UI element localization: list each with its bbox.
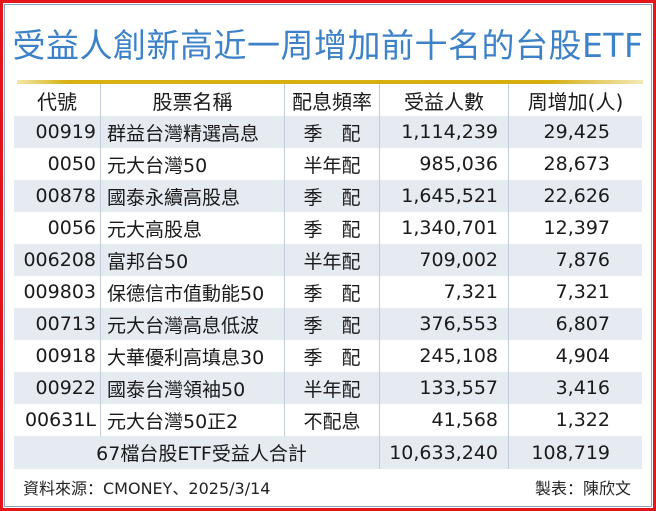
cell-code: 00631L (24, 409, 96, 431)
cell-increase: 4,904 (508, 340, 642, 372)
cell-code: 0056 (47, 217, 96, 239)
etf-table: 代號 股票名稱 配息頻率 受益人數 周增加(人) 00919 群益台灣精選高息 … (14, 84, 642, 469)
table-row: 009803 保德信市值動能50 季 配 7,321 7,321 (14, 276, 642, 308)
table-row: 006208 富邦台50 半年配 709,002 7,876 (14, 244, 642, 276)
cell-code: 0050 (47, 153, 96, 175)
cell-name: 元大台灣高息低波 (100, 308, 285, 340)
cell-holders: 985,036 (379, 148, 509, 180)
inner-border (4, 4, 652, 507)
cell-frequency: 季 配 (284, 276, 380, 308)
cell-name: 富邦台50 (100, 244, 285, 276)
page-title: 受益人創新高近一周增加前十名的台股ETF (12, 26, 644, 65)
table-row: 0050 元大台灣50 半年配 985,036 28,673 (14, 148, 642, 180)
cell-increase: 7,321 (508, 276, 642, 308)
table-row: 00878 國泰永續高股息 季 配 1,645,521 22,626 (14, 180, 642, 212)
total-row: 67檔台股ETF受益人合計 10,633,240 108,719 (14, 436, 642, 469)
cell-frequency: 半年配 (284, 148, 380, 180)
cell-code: 009803 (23, 281, 96, 303)
cell-increase: 28,673 (508, 148, 642, 180)
cell-frequency: 不配息 (284, 404, 380, 436)
table-row: 00631L 元大台灣50正2 不配息 41,568 1,322 (14, 404, 642, 436)
cell-code: 006208 (14, 244, 101, 276)
cell-name: 國泰台灣領袖50 (100, 372, 285, 404)
cell-holders: 1,645,521 (379, 180, 509, 212)
table-row: 00919 群益台灣精選高息 季 配 1,114,239 29,425 (14, 116, 642, 148)
table-row: 0056 元大高股息 季 配 1,340,701 12,397 (14, 212, 642, 244)
cell-name: 元大台灣50正2 (100, 404, 285, 436)
cell-frequency: 季 配 (284, 308, 380, 340)
cell-holders: 1,114,239 (379, 116, 509, 148)
cell-increase: 3,416 (508, 372, 642, 404)
header-frequency: 配息頻率 (284, 84, 380, 116)
header-holders: 受益人數 (379, 84, 509, 116)
cell-frequency: 季 配 (284, 116, 380, 148)
cell-name: 元大高股息 (100, 212, 285, 244)
cell-name: 元大台灣50 (100, 148, 285, 180)
cell-name: 群益台灣精選高息 (100, 116, 285, 148)
cell-code: 00713 (14, 308, 101, 340)
table-row: 00922 國泰台灣領袖50 半年配 133,557 3,416 (14, 372, 642, 404)
header-code: 代號 (37, 89, 77, 114)
table-row: 00918 大華優利高填息30 季 配 245,108 4,904 (14, 340, 642, 372)
cell-holders: 133,557 (379, 372, 509, 404)
cell-code: 00922 (14, 372, 101, 404)
header-increase: 周增加(人) (508, 84, 642, 116)
cell-increase: 12,397 (508, 212, 642, 244)
cell-code: 00878 (14, 180, 101, 212)
cell-frequency: 半年配 (284, 244, 380, 276)
total-holders: 10,633,240 (379, 436, 509, 469)
cell-holders: 376,553 (379, 308, 509, 340)
header-name: 股票名稱 (100, 84, 285, 116)
title-divider (17, 80, 643, 84)
cell-name: 大華優利高填息30 (100, 340, 285, 372)
cell-holders: 709,002 (379, 244, 509, 276)
cell-frequency: 季 配 (284, 340, 380, 372)
table-row: 00713 元大台灣高息低波 季 配 376,553 6,807 (14, 308, 642, 340)
author-credit: 製表：陳欣文 (534, 479, 631, 498)
cell-increase: 29,425 (508, 116, 642, 148)
cell-increase: 6,807 (508, 308, 642, 340)
cell-increase: 1,322 (508, 404, 642, 436)
cell-frequency: 季 配 (284, 212, 380, 244)
cell-code: 00918 (35, 345, 96, 367)
total-label: 67檔台股ETF受益人合計 (14, 436, 380, 469)
cell-increase: 22,626 (508, 180, 642, 212)
table-header-row: 代號 股票名稱 配息頻率 受益人數 周增加(人) (14, 84, 642, 116)
cell-holders: 1,340,701 (379, 212, 509, 244)
cell-holders: 7,321 (379, 276, 509, 308)
cell-name: 保德信市值動能50 (100, 276, 285, 308)
cell-holders: 245,108 (379, 340, 509, 372)
cell-frequency: 半年配 (284, 372, 380, 404)
cell-increase: 7,876 (508, 244, 642, 276)
source-note: 資料來源：CMONEY、2025/3/14 (23, 479, 271, 498)
cell-code: 00919 (14, 116, 101, 148)
total-increase: 108,719 (508, 436, 642, 469)
cell-frequency: 季 配 (284, 180, 380, 212)
cell-name: 國泰永續高股息 (100, 180, 285, 212)
cell-holders: 41,568 (379, 404, 509, 436)
